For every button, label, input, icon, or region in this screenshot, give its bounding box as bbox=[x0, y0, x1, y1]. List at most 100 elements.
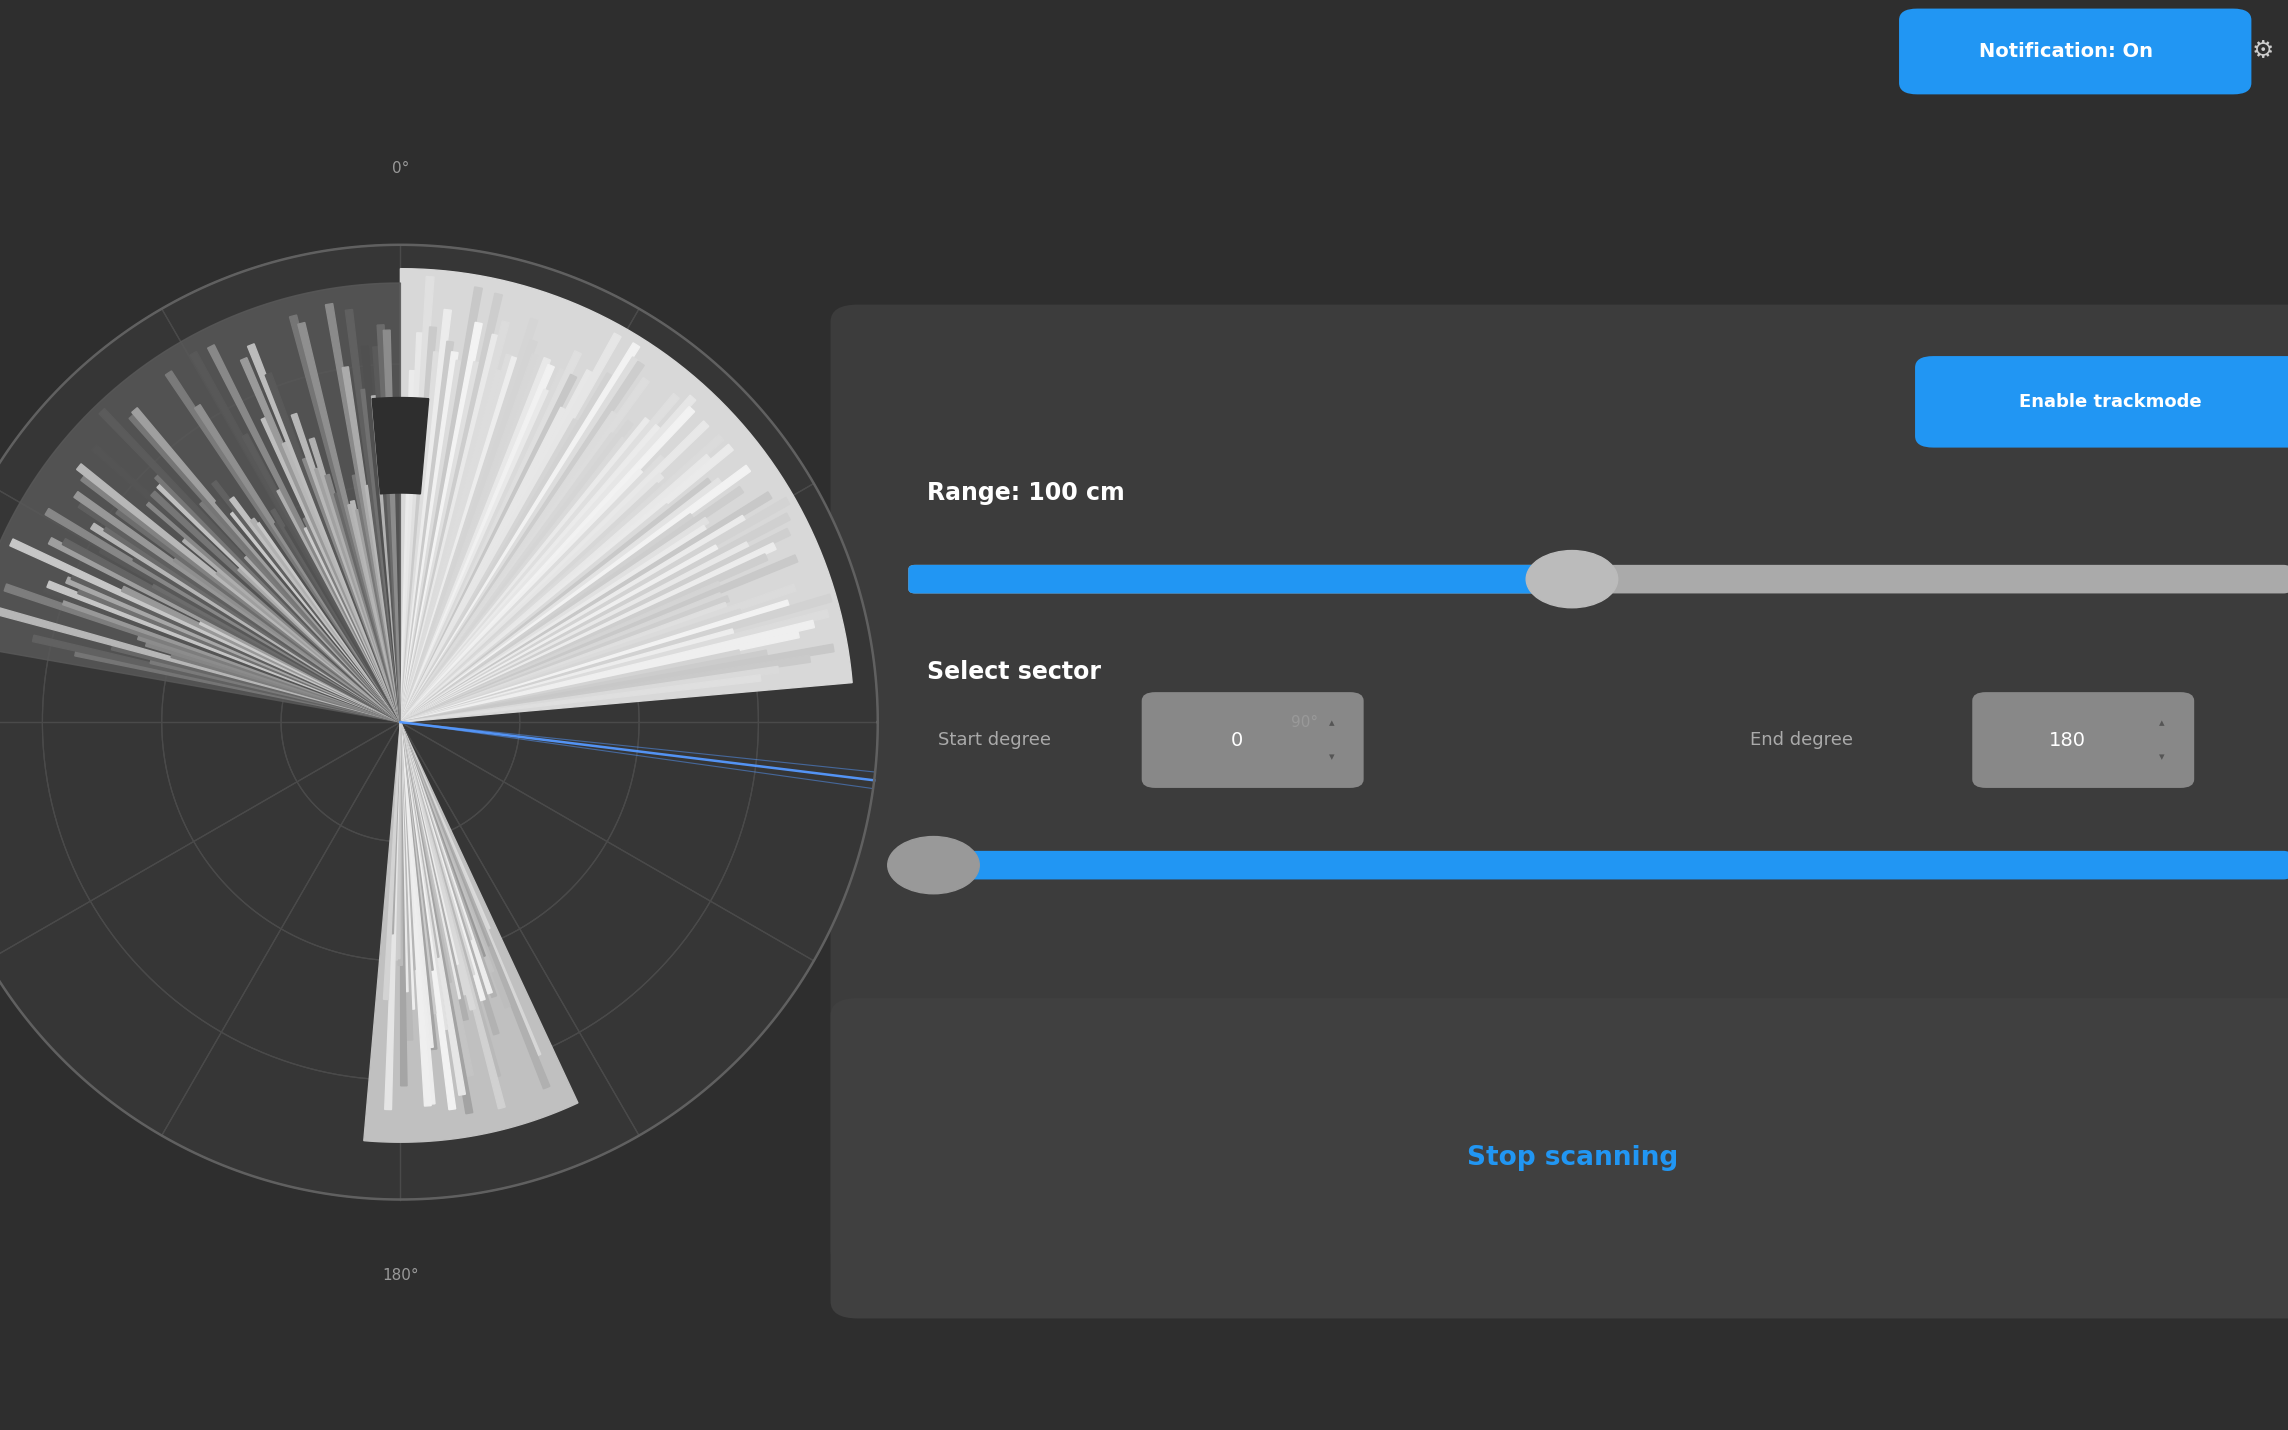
Text: 0: 0 bbox=[1231, 731, 1242, 749]
Polygon shape bbox=[121, 586, 400, 722]
FancyBboxPatch shape bbox=[908, 565, 1579, 593]
Polygon shape bbox=[400, 722, 506, 1108]
Polygon shape bbox=[32, 635, 400, 722]
Polygon shape bbox=[400, 319, 538, 722]
Polygon shape bbox=[400, 553, 769, 722]
Polygon shape bbox=[304, 528, 400, 722]
Polygon shape bbox=[400, 419, 579, 722]
Polygon shape bbox=[334, 493, 400, 722]
Polygon shape bbox=[400, 722, 414, 970]
Polygon shape bbox=[215, 571, 400, 722]
Polygon shape bbox=[0, 245, 879, 1200]
Polygon shape bbox=[400, 365, 554, 722]
Polygon shape bbox=[400, 438, 627, 722]
Polygon shape bbox=[396, 722, 400, 958]
Polygon shape bbox=[400, 722, 540, 1057]
Polygon shape bbox=[400, 355, 513, 722]
Polygon shape bbox=[362, 389, 400, 722]
Polygon shape bbox=[400, 722, 412, 1040]
Polygon shape bbox=[400, 675, 762, 722]
FancyBboxPatch shape bbox=[1972, 692, 2194, 788]
Polygon shape bbox=[400, 722, 485, 1001]
Polygon shape bbox=[400, 356, 519, 722]
Polygon shape bbox=[394, 722, 400, 960]
Polygon shape bbox=[400, 370, 593, 722]
Polygon shape bbox=[400, 352, 439, 722]
Polygon shape bbox=[400, 722, 414, 922]
Polygon shape bbox=[400, 722, 490, 947]
Polygon shape bbox=[400, 722, 437, 1050]
Polygon shape bbox=[400, 515, 746, 722]
Polygon shape bbox=[355, 509, 400, 722]
Polygon shape bbox=[400, 433, 615, 722]
Polygon shape bbox=[98, 548, 400, 722]
Polygon shape bbox=[400, 651, 766, 722]
Polygon shape bbox=[400, 322, 483, 722]
Polygon shape bbox=[275, 522, 400, 722]
Polygon shape bbox=[400, 722, 464, 1095]
Polygon shape bbox=[231, 511, 400, 722]
Polygon shape bbox=[400, 722, 437, 1014]
Polygon shape bbox=[199, 500, 400, 722]
Polygon shape bbox=[112, 645, 400, 722]
Polygon shape bbox=[400, 555, 799, 722]
Polygon shape bbox=[291, 413, 400, 722]
Polygon shape bbox=[210, 448, 400, 722]
Polygon shape bbox=[373, 346, 400, 722]
Polygon shape bbox=[400, 350, 581, 722]
Polygon shape bbox=[400, 649, 741, 722]
Polygon shape bbox=[352, 475, 400, 722]
Polygon shape bbox=[400, 362, 480, 722]
Circle shape bbox=[888, 837, 979, 894]
Polygon shape bbox=[400, 333, 423, 722]
Polygon shape bbox=[400, 543, 776, 722]
Polygon shape bbox=[247, 343, 400, 722]
Polygon shape bbox=[400, 722, 460, 1000]
Polygon shape bbox=[400, 412, 618, 722]
Polygon shape bbox=[400, 595, 833, 722]
Polygon shape bbox=[238, 568, 400, 722]
Polygon shape bbox=[400, 393, 680, 722]
Polygon shape bbox=[371, 396, 400, 722]
Polygon shape bbox=[400, 722, 407, 1085]
Polygon shape bbox=[297, 323, 400, 722]
Text: ▴: ▴ bbox=[2160, 718, 2164, 728]
FancyBboxPatch shape bbox=[1899, 9, 2251, 94]
Polygon shape bbox=[384, 722, 400, 1000]
Polygon shape bbox=[400, 358, 551, 722]
Polygon shape bbox=[0, 283, 400, 722]
Polygon shape bbox=[378, 325, 400, 722]
Polygon shape bbox=[373, 398, 428, 493]
Polygon shape bbox=[400, 722, 494, 972]
Polygon shape bbox=[362, 346, 400, 722]
Polygon shape bbox=[400, 343, 641, 722]
Polygon shape bbox=[183, 538, 400, 722]
Polygon shape bbox=[400, 722, 490, 930]
Polygon shape bbox=[213, 480, 400, 722]
Polygon shape bbox=[400, 269, 851, 722]
Polygon shape bbox=[400, 492, 771, 722]
Text: Notification: On: Notification: On bbox=[1979, 41, 2153, 61]
Text: 180: 180 bbox=[2050, 731, 2087, 749]
Polygon shape bbox=[400, 631, 799, 722]
Polygon shape bbox=[270, 509, 400, 722]
Polygon shape bbox=[304, 518, 400, 722]
Polygon shape bbox=[43, 586, 400, 722]
Polygon shape bbox=[400, 592, 723, 722]
Text: ▾: ▾ bbox=[2160, 752, 2164, 762]
Polygon shape bbox=[291, 315, 400, 722]
Text: Stop scanning: Stop scanning bbox=[1467, 1145, 1679, 1171]
Polygon shape bbox=[400, 722, 458, 965]
FancyBboxPatch shape bbox=[908, 565, 2288, 593]
Polygon shape bbox=[199, 621, 400, 722]
Circle shape bbox=[1526, 551, 1618, 608]
Polygon shape bbox=[343, 366, 400, 722]
Polygon shape bbox=[400, 389, 549, 722]
Polygon shape bbox=[400, 513, 693, 722]
Polygon shape bbox=[400, 455, 712, 722]
Polygon shape bbox=[400, 327, 437, 722]
Polygon shape bbox=[400, 373, 613, 722]
Polygon shape bbox=[48, 581, 400, 722]
FancyBboxPatch shape bbox=[908, 851, 2288, 879]
FancyBboxPatch shape bbox=[1915, 356, 2288, 448]
